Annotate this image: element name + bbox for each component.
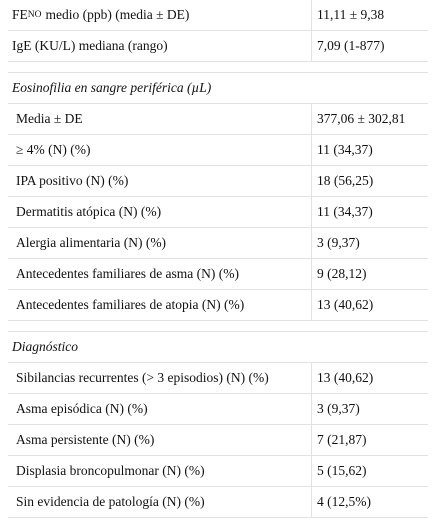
section-title: Diagnóstico — [8, 332, 428, 363]
table-row: Displasia broncopulmonar (N) (%) 5 (15,62… — [8, 456, 428, 487]
row-label: ≥ 4% (N) (%) — [8, 135, 312, 165]
label-subscript: NO — [27, 10, 42, 20]
row-value: 3 (9,37) — [317, 235, 360, 250]
row-value: 13 (40,62) — [317, 370, 374, 385]
table-row: Sibilancias recurrentes (> 3 episodios) … — [8, 363, 428, 394]
row-label: Asma episódica (N) (%) — [8, 394, 312, 424]
row-label: Displasia broncopulmonar (N) (%) — [8, 456, 312, 486]
table-row: FE NO medio (ppb) (media ± DE) 11,11 ± 9,38 — [8, 0, 428, 31]
label-rest: medio (ppb) (media ± DE) — [45, 7, 190, 22]
row-label: FE NO medio (ppb) (media ± DE) — [8, 0, 312, 30]
row-value: 3 (9,37) — [317, 401, 360, 416]
row-value: 11 (34,37) — [317, 142, 373, 157]
row-value: 7 (21,87) — [317, 432, 367, 447]
row-label: Asma persistente (N) (%) — [8, 425, 312, 455]
spacer-row — [8, 62, 428, 73]
row-label: IPA positivo (N) (%) — [8, 166, 312, 196]
row-label: Alergia alimentaria (N) (%) — [8, 228, 312, 258]
table-row: IPA positivo (N) (%) 18 (56,25) — [8, 166, 428, 197]
row-label: Sibilancias recurrentes (> 3 episodios) … — [8, 363, 312, 393]
table-row: Alergia alimentaria (N) (%) 3 (9,37) — [8, 228, 428, 259]
row-value: 18 (56,25) — [317, 173, 374, 188]
row-value: 11 (34,37) — [317, 204, 373, 219]
table-row: Media ± DE 377,06 ± 302,81 — [8, 104, 428, 135]
row-value: 4 (12,5%) — [317, 494, 371, 509]
table-row: Dermatitis atópica (N) (%) 11 (34,37) — [8, 197, 428, 228]
table-row: Sin evidencia de patología (N) (%) 4 (12,… — [8, 487, 428, 518]
row-value: 377,06 ± 302,81 — [317, 111, 406, 126]
table-row: ≥ 4% (N) (%) 11 (34,37) — [8, 135, 428, 166]
row-value: 9 (28,12) — [317, 266, 367, 281]
table-row: Asma episódica (N) (%) 3 (9,37) — [8, 394, 428, 425]
row-label: Antecedentes familiares de atopia (N) (%… — [8, 290, 312, 320]
section-title: Eosinofilia en sangre periférica (µL) — [8, 73, 428, 104]
row-value: 5 (15,62) — [317, 463, 367, 478]
table: FE NO medio (ppb) (media ± DE) 11,11 ± 9,38… — [8, 0, 428, 518]
spacer-row — [8, 321, 428, 332]
row-value: 7,09 (1-877) — [317, 38, 385, 53]
table-row: Asma persistente (N) (%) 7 (21,87) — [8, 425, 428, 456]
label-main: FE — [12, 7, 28, 22]
row-value: 11,11 ± 9,38 — [317, 7, 385, 22]
table-row: IgE (KU/L) mediana (rango) 7,09 (1-877) — [8, 31, 428, 62]
row-label: Antecedentes familiares de asma (N) (%) — [8, 259, 312, 289]
row-label: Media ± DE — [8, 104, 312, 134]
row-label: Dermatitis atópica (N) (%) — [8, 197, 312, 227]
row-value: 13 (40,62) — [317, 297, 374, 312]
table-row: Antecedentes familiares de atopia (N) (%… — [8, 290, 428, 321]
table-row: Antecedentes familiares de asma (N) (%) 9… — [8, 259, 428, 290]
row-label: IgE (KU/L) mediana (rango) — [8, 31, 312, 61]
row-label: Sin evidencia de patología (N) (%) — [8, 487, 312, 517]
